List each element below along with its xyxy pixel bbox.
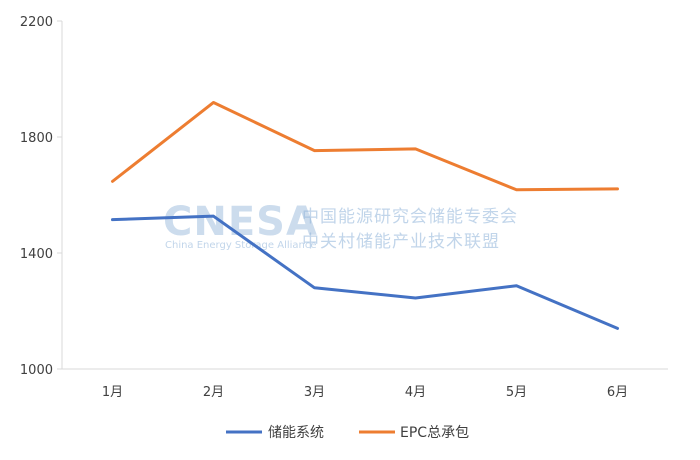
x-tick-label: 3月 [304, 385, 325, 400]
x-tick-label: 5月 [506, 385, 527, 400]
x-tick-label: 6月 [607, 385, 628, 400]
legend-label-epc: EPC总承包 [400, 425, 469, 441]
series-line-storage-system [111, 214, 619, 330]
x-tick-label: 4月 [405, 385, 426, 400]
x-axis-ticks: 1月 2月 3月 4月 5月 6月 [102, 385, 628, 400]
legend-label-storage-system: 储能系统 [268, 425, 324, 441]
watermark-line-2: 中关村储能产业技术联盟 [302, 232, 500, 252]
watermark-logo-text: CNESA [163, 199, 318, 245]
legend: 储能系统 EPC总承包 [226, 425, 469, 441]
watermark: CNESA China Energy Storage Alliance 中国能源… [163, 199, 518, 252]
watermark-logo-subtitle: China Energy Storage Alliance [165, 240, 317, 251]
x-tick-label: 2月 [203, 385, 224, 400]
series-layer [111, 100, 619, 330]
axes [61, 21, 668, 370]
series-line-epc [111, 100, 619, 192]
watermark-line-1: 中国能源研究会储能专委会 [302, 207, 518, 227]
y-tick-label: 1400 [20, 247, 53, 262]
y-tick-label: 2200 [20, 15, 53, 30]
y-axis-ticks: 1000 1400 1800 2200 [20, 15, 62, 378]
x-tick-label: 1月 [102, 385, 123, 400]
y-tick-label: 1800 [20, 131, 53, 146]
y-tick-label: 1000 [20, 363, 53, 378]
